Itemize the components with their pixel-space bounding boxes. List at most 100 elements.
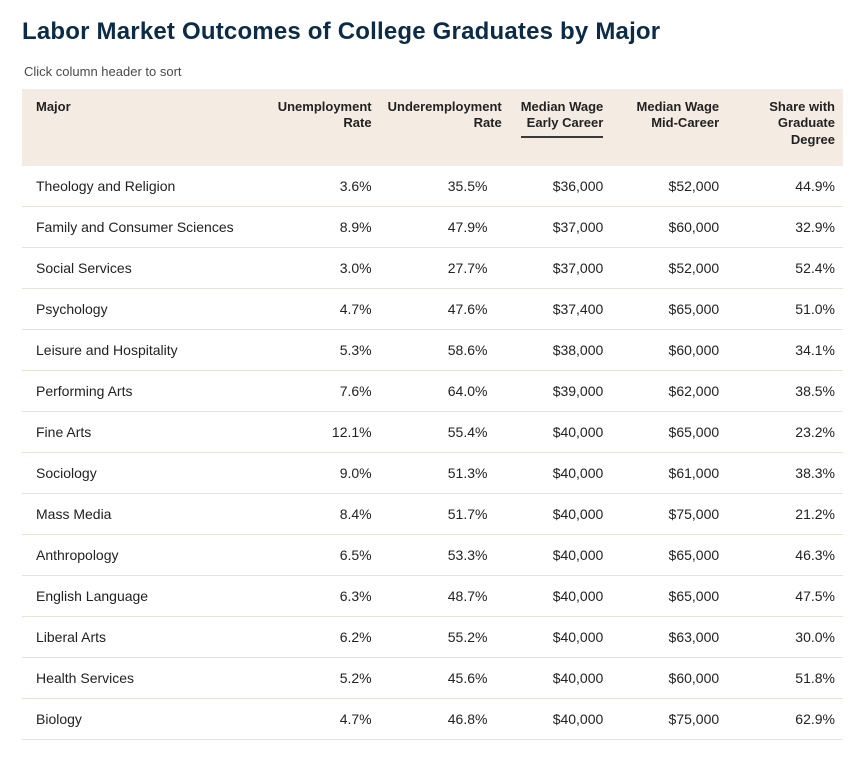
cell-wage_early: $39,000 xyxy=(495,370,611,411)
cell-grad_share: 52.4% xyxy=(727,247,843,288)
cell-major: English Language xyxy=(22,575,264,616)
cell-wage_early: $40,000 xyxy=(495,657,611,698)
table-row: Performing Arts7.6%64.0%$39,000$62,00038… xyxy=(22,370,843,411)
table-row: Mass Media8.4%51.7%$40,000$75,00021.2% xyxy=(22,493,843,534)
cell-underemp: 51.7% xyxy=(380,493,496,534)
cell-unemp: 7.6% xyxy=(264,370,380,411)
cell-underemp: 64.0% xyxy=(380,370,496,411)
cell-major: Liberal Arts xyxy=(22,616,264,657)
table-row: Sociology9.0%51.3%$40,000$61,00038.3% xyxy=(22,452,843,493)
cell-wage_mid: $62,000 xyxy=(611,370,727,411)
cell-wage_early: $40,000 xyxy=(495,411,611,452)
cell-grad_share: 46.3% xyxy=(727,534,843,575)
column-header-label: Major xyxy=(36,99,71,119)
cell-wage_mid: $60,000 xyxy=(611,329,727,370)
cell-wage_mid: $75,000 xyxy=(611,698,727,739)
cell-wage_mid: $52,000 xyxy=(611,166,727,207)
cell-underemp: 27.7% xyxy=(380,247,496,288)
cell-major: Anthropology xyxy=(22,534,264,575)
cell-wage_early: $40,000 xyxy=(495,493,611,534)
cell-underemp: 46.8% xyxy=(380,698,496,739)
cell-wage_mid: $60,000 xyxy=(611,206,727,247)
cell-wage_early: $38,000 xyxy=(495,329,611,370)
cell-wage_early: $37,000 xyxy=(495,247,611,288)
cell-grad_share: 47.5% xyxy=(727,575,843,616)
cell-underemp: 35.5% xyxy=(380,166,496,207)
cell-wage_early: $37,400 xyxy=(495,288,611,329)
table-header: Major UnemploymentRateUnderemploymentRate… xyxy=(22,89,843,166)
cell-major: Sociology xyxy=(22,452,264,493)
cell-unemp: 5.2% xyxy=(264,657,380,698)
cell-major: Performing Arts xyxy=(22,370,264,411)
cell-grad_share: 34.1% xyxy=(727,329,843,370)
cell-wage_mid: $65,000 xyxy=(611,575,727,616)
cell-underemp: 55.4% xyxy=(380,411,496,452)
table-row: English Language6.3%48.7%$40,000$65,0004… xyxy=(22,575,843,616)
page-title: Labor Market Outcomes of College Graduat… xyxy=(22,18,843,46)
cell-grad_share: 51.8% xyxy=(727,657,843,698)
column-header-underemp[interactable]: UnderemploymentRate xyxy=(380,89,496,166)
cell-wage_early: $37,000 xyxy=(495,206,611,247)
cell-unemp: 8.9% xyxy=(264,206,380,247)
cell-wage_mid: $61,000 xyxy=(611,452,727,493)
page: Labor Market Outcomes of College Graduat… xyxy=(0,0,865,764)
cell-underemp: 51.3% xyxy=(380,452,496,493)
cell-major: Fine Arts xyxy=(22,411,264,452)
cell-major: Leisure and Hospitality xyxy=(22,329,264,370)
table-row: Anthropology6.5%53.3%$40,000$65,00046.3% xyxy=(22,534,843,575)
cell-underemp: 55.2% xyxy=(380,616,496,657)
cell-underemp: 48.7% xyxy=(380,575,496,616)
cell-wage_early: $40,000 xyxy=(495,575,611,616)
table-row: Family and Consumer Sciences8.9%47.9%$37… xyxy=(22,206,843,247)
table-body: Theology and Religion3.6%35.5%$36,000$52… xyxy=(22,166,843,740)
cell-unemp: 6.5% xyxy=(264,534,380,575)
cell-wage_early: $40,000 xyxy=(495,452,611,493)
cell-wage_mid: $65,000 xyxy=(611,534,727,575)
table-row: Health Services5.2%45.6%$40,000$60,00051… xyxy=(22,657,843,698)
cell-wage_early: $40,000 xyxy=(495,616,611,657)
column-header-wage_mid[interactable]: Median WageMid-Career xyxy=(611,89,727,166)
cell-grad_share: 51.0% xyxy=(727,288,843,329)
column-header-grad_share[interactable]: Share withGraduate Degree xyxy=(727,89,843,166)
table-row: Biology4.7%46.8%$40,000$75,00062.9% xyxy=(22,698,843,739)
column-header-unemp[interactable]: UnemploymentRate xyxy=(264,89,380,166)
column-header-label: Share withGraduate Degree xyxy=(735,99,835,152)
sort-hint: Click column header to sort xyxy=(24,64,843,79)
cell-underemp: 47.9% xyxy=(380,206,496,247)
cell-unemp: 6.2% xyxy=(264,616,380,657)
cell-unemp: 4.7% xyxy=(264,288,380,329)
column-header-label: UnderemploymentRate xyxy=(388,99,502,136)
cell-wage_mid: $63,000 xyxy=(611,616,727,657)
cell-unemp: 3.0% xyxy=(264,247,380,288)
cell-grad_share: 21.2% xyxy=(727,493,843,534)
cell-major: Health Services xyxy=(22,657,264,698)
cell-unemp: 12.1% xyxy=(264,411,380,452)
cell-major: Theology and Religion xyxy=(22,166,264,207)
cell-major: Social Services xyxy=(22,247,264,288)
cell-unemp: 6.3% xyxy=(264,575,380,616)
column-header-wage_early[interactable]: Median WageEarly Career xyxy=(495,89,611,166)
cell-grad_share: 62.9% xyxy=(727,698,843,739)
cell-unemp: 4.7% xyxy=(264,698,380,739)
cell-wage_mid: $65,000 xyxy=(611,411,727,452)
cell-major: Biology xyxy=(22,698,264,739)
cell-wage_early: $40,000 xyxy=(495,698,611,739)
table-row: Liberal Arts6.2%55.2%$40,000$63,00030.0% xyxy=(22,616,843,657)
cell-wage_mid: $65,000 xyxy=(611,288,727,329)
cell-grad_share: 23.2% xyxy=(727,411,843,452)
cell-major: Mass Media xyxy=(22,493,264,534)
cell-unemp: 9.0% xyxy=(264,452,380,493)
cell-underemp: 45.6% xyxy=(380,657,496,698)
cell-unemp: 5.3% xyxy=(264,329,380,370)
cell-underemp: 58.6% xyxy=(380,329,496,370)
table-row: Psychology4.7%47.6%$37,400$65,00051.0% xyxy=(22,288,843,329)
cell-wage_mid: $52,000 xyxy=(611,247,727,288)
outcomes-table: Major UnemploymentRateUnderemploymentRate… xyxy=(22,89,843,740)
table-row: Social Services3.0%27.7%$37,000$52,00052… xyxy=(22,247,843,288)
cell-wage_early: $40,000 xyxy=(495,534,611,575)
cell-grad_share: 32.9% xyxy=(727,206,843,247)
cell-wage_mid: $60,000 xyxy=(611,657,727,698)
column-header-major[interactable]: Major xyxy=(22,89,264,166)
column-header-label: Median WageEarly Career xyxy=(521,99,604,138)
cell-grad_share: 38.3% xyxy=(727,452,843,493)
